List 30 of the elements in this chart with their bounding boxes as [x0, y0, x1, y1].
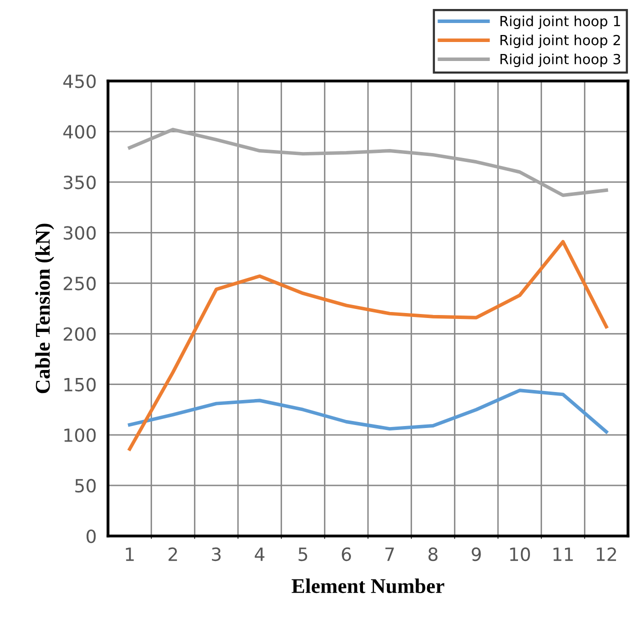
x-axis-title: Element Number [292, 578, 444, 594]
legend-label: Rigid joint hoop 3 [500, 54, 620, 68]
x-tick-label: 10 [510, 547, 530, 562]
x-tick-label: 9 [472, 547, 481, 562]
x-tick-label: 6 [342, 547, 351, 562]
line-series [128, 388, 608, 434]
line-series [128, 240, 608, 451]
y-tick-label: 350 [64, 176, 96, 190]
x-tick-label: 8 [428, 547, 438, 562]
x-tick-label: 2 [168, 547, 177, 561]
y-tick-label: 250 [64, 276, 96, 290]
y-tick-label: 150 [64, 378, 96, 392]
x-tick-label: 7 [385, 548, 394, 561]
x-tick-label: 1 [126, 548, 134, 561]
legend-label: Rigid joint hoop 2 [500, 34, 620, 48]
y-axis-title: Cable Tension (kN) [35, 224, 54, 394]
x-tick-label: 11 [553, 548, 573, 561]
y-tick-label: 0 [86, 529, 96, 544]
x-tick-label: 4 [254, 548, 264, 561]
legend-label: Rigid joint hoop 1 [500, 16, 620, 30]
y-tick-label: 200 [64, 327, 96, 341]
y-tick-label: 100 [64, 428, 96, 442]
x-tick-label: 3 [212, 547, 221, 562]
x-tick-label: 12 [596, 547, 616, 561]
y-tick-label: 450 [63, 74, 96, 88]
y-tick-label: 300 [64, 226, 96, 240]
y-tick-label: 400 [63, 125, 96, 139]
line-series [128, 128, 608, 197]
y-tick-label: 50 [75, 478, 96, 493]
x-tick-label: 5 [298, 548, 308, 562]
